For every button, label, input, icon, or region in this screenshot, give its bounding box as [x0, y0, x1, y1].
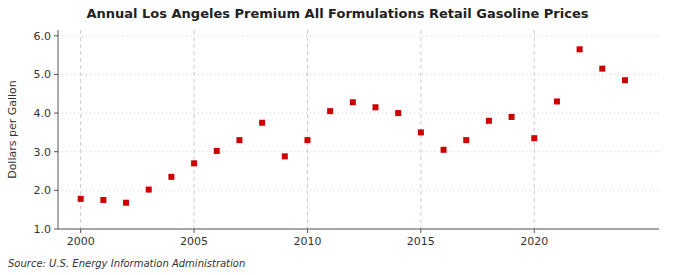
- point: [418, 129, 424, 135]
- y-tick-label: 2.0: [34, 184, 52, 197]
- grid: [58, 30, 659, 229]
- point: [327, 108, 333, 114]
- point: [463, 137, 469, 143]
- grid-line-y: [58, 229, 659, 230]
- point: [259, 120, 265, 126]
- points: [78, 46, 628, 205]
- point: [577, 46, 583, 52]
- x-tick-label: 2005: [180, 235, 208, 248]
- x-tick-label: 2010: [293, 235, 321, 248]
- point: [509, 114, 515, 120]
- x-tick: [534, 229, 535, 233]
- annotation: Source: U.S. Energy Information Administ…: [8, 258, 245, 269]
- grid-line-y: [58, 74, 659, 75]
- y-axis-line: [58, 30, 59, 229]
- point: [236, 137, 242, 143]
- point: [395, 110, 401, 116]
- point: [441, 147, 447, 153]
- point: [146, 187, 152, 193]
- point: [168, 174, 174, 180]
- x-tick: [194, 229, 195, 233]
- x-axis-line: [58, 229, 659, 230]
- y-tick-label: 5.0: [34, 68, 52, 81]
- y-tick: [54, 74, 58, 75]
- grid-line-y: [58, 35, 659, 36]
- grid-line-x: [307, 30, 308, 229]
- x-tick-label: 2020: [520, 235, 548, 248]
- y-axis-label: Dollars per Gallon: [6, 80, 19, 179]
- x-tick: [80, 229, 81, 233]
- point: [282, 153, 288, 159]
- y-tick-label: 1.0: [34, 223, 52, 236]
- y-tick-label: 3.0: [34, 146, 52, 159]
- y-tick-label: 6.0: [34, 30, 52, 43]
- grid-line-y: [58, 151, 659, 152]
- point: [100, 197, 106, 203]
- x-tick: [307, 229, 308, 233]
- point: [373, 104, 379, 110]
- point: [191, 160, 197, 166]
- point: [350, 99, 356, 105]
- point: [214, 148, 220, 154]
- point: [78, 196, 84, 202]
- point: [622, 77, 628, 83]
- x-tick-label: 2015: [407, 235, 435, 248]
- point: [123, 200, 129, 206]
- x-tick: [420, 229, 421, 233]
- grid-line-x: [534, 30, 535, 229]
- y-tick: [54, 190, 58, 191]
- point: [554, 98, 560, 104]
- y-tick: [54, 229, 58, 230]
- y-tick: [54, 113, 58, 114]
- grid-line-y: [58, 113, 659, 114]
- title: Annual Los Angeles Premium All Formulati…: [87, 6, 589, 21]
- y-tick: [54, 151, 58, 152]
- chart: Annual Los Angeles Premium All Formulati…: [0, 0, 675, 275]
- axes: 1.0 2.0 3.0 4.0 5.0 6.0 2000 2005 2010 2015 2020: [34, 30, 660, 248]
- y-tick: [54, 35, 58, 36]
- point: [531, 135, 537, 141]
- point: [599, 66, 605, 72]
- y-tick-label: 4.0: [34, 107, 52, 120]
- page: {"chart_data": {"type": "scatter", "titl…: [0, 0, 675, 275]
- grid-line-x: [194, 30, 195, 229]
- point: [486, 118, 492, 124]
- x-tick-label: 2000: [67, 235, 95, 248]
- point: [304, 137, 310, 143]
